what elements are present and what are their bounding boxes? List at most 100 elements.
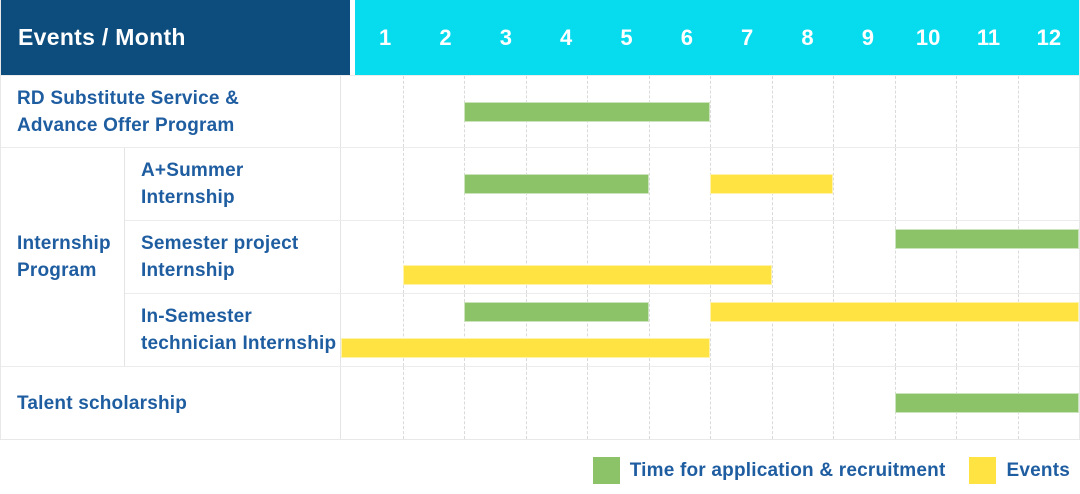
month-gridline	[1017, 221, 1019, 293]
month-label: 7	[741, 24, 754, 50]
row-label-line: technician Internship	[141, 333, 337, 354]
month-gridline	[833, 76, 834, 147]
row-label-semester-project: Semester project Internship	[125, 221, 341, 293]
gantt-bar-line	[341, 294, 1079, 330]
gantt-bar-green	[894, 393, 1079, 413]
month-gridline	[648, 148, 650, 220]
month-gridline	[710, 221, 711, 293]
month-gridline	[833, 367, 834, 439]
month-gridline	[894, 294, 896, 366]
group-label-line: Program	[17, 260, 97, 281]
month-label: 11	[976, 24, 1001, 50]
month-label: 12	[1036, 24, 1062, 50]
row-label-in-semester: In-Semester technician Internship	[125, 294, 341, 366]
gantt-cell-a-summer	[341, 148, 1079, 220]
gantt-bar-green	[894, 229, 1079, 249]
month-label: 2	[439, 24, 452, 50]
legend-label: Events	[1006, 459, 1070, 481]
month-gridline	[525, 294, 527, 366]
header-row: Events / Month 1 2 3 4 5 6 7 8 9 10 11 12	[1, 0, 1079, 75]
month-label: 5	[620, 24, 633, 50]
table-row-in-semester: In-Semester technician Internship	[125, 293, 1079, 366]
month-gridline	[525, 367, 527, 439]
month-gridline	[464, 221, 465, 293]
legend-green-swatch-icon	[592, 457, 620, 484]
month-gridline	[710, 76, 711, 147]
month-gridline	[1017, 294, 1019, 366]
table-title: Events / Month	[1, 0, 350, 75]
month-gridline	[771, 367, 773, 439]
month-label: 3	[499, 24, 512, 50]
row-label-a-summer: A+Summer Internship	[125, 148, 341, 220]
month-gridline	[956, 76, 957, 147]
month-gridline	[833, 294, 834, 366]
month-gridline	[587, 294, 588, 366]
row-label-line: RD Substitute Service &	[17, 87, 240, 109]
month-gridline	[402, 221, 404, 293]
group-label-internship-program: Internship Program	[1, 148, 125, 366]
month-label: 8	[801, 24, 814, 50]
month-gridline	[956, 294, 957, 366]
row-label-line: Internship	[141, 260, 235, 281]
gantt-bar-yellow	[341, 338, 710, 358]
month-label: 1	[379, 24, 392, 50]
gantt-bar-line	[341, 148, 1079, 220]
gantt-bar-line	[341, 76, 1079, 147]
month-gridline	[1017, 148, 1019, 220]
month-gridline	[402, 148, 404, 220]
month-gridline	[648, 367, 650, 439]
month-label: 10	[915, 24, 941, 50]
legend-label: Time for application & recruitment	[629, 459, 946, 481]
month-gridline	[587, 221, 588, 293]
month-gridline	[402, 294, 404, 366]
month-gridline	[894, 148, 896, 220]
month-gridline	[464, 367, 465, 439]
month-gridline	[771, 221, 773, 293]
month-gridline	[771, 76, 773, 147]
gantt-bar-green	[464, 174, 649, 194]
table-row-talent-scholarship: Talent scholarship	[1, 366, 1079, 439]
header-divider	[350, 0, 355, 75]
gantt-bar-line	[341, 330, 1079, 366]
month-gridline	[956, 148, 957, 220]
table-row-a-summer: A+Summer Internship	[125, 148, 1079, 220]
month-gridline	[1017, 76, 1019, 147]
gantt-cell-rd-substitute	[341, 76, 1079, 147]
month-gridline	[402, 367, 404, 439]
month-gridline	[894, 221, 896, 293]
group-label-line: Internship	[17, 233, 111, 254]
gantt-bar-line	[341, 367, 1079, 439]
month-gridline	[464, 294, 465, 366]
gantt-bar-yellow	[402, 265, 772, 285]
gantt-bar-yellow	[710, 174, 833, 194]
month-label: 9	[861, 24, 874, 50]
month-header: 1 2 3 4 5 6 7 8 9 10 11 12	[355, 0, 1079, 75]
month-gridline	[710, 367, 711, 439]
month-label: 4	[560, 24, 573, 50]
gantt-bar-green	[464, 302, 649, 322]
row-label-line: Talent scholarship	[17, 392, 188, 414]
month-gridline	[833, 221, 834, 293]
month-gridline	[587, 367, 588, 439]
row-label-line: Advance Offer Program	[17, 114, 235, 136]
internship-program-group-row: Internship Program A+Summer Internship S…	[1, 147, 1079, 366]
month-gridline	[648, 294, 650, 366]
row-label-line: Semester project	[141, 233, 299, 254]
month-gridline	[402, 76, 404, 147]
row-label-rd-substitute: RD Substitute Service & Advance Offer Pr…	[1, 76, 341, 147]
internship-subrows: A+Summer Internship Semester project Int…	[125, 148, 1079, 366]
month-gridline	[833, 148, 834, 220]
month-gridline	[525, 221, 527, 293]
gantt-cell-semester-project	[341, 221, 1079, 293]
gantt-bar-line	[341, 221, 1079, 257]
gantt-bar-green	[464, 101, 710, 122]
gantt-bar-line	[341, 257, 1079, 293]
month-gridline	[956, 221, 957, 293]
gantt-bar-yellow	[710, 302, 1079, 322]
legend: Time for application & recruitment Event…	[0, 457, 1080, 484]
row-label-talent-scholarship: Talent scholarship	[1, 367, 341, 439]
legend-item-application-recruitment: Time for application & recruitment	[592, 457, 946, 484]
table-row-semester-project: Semester project Internship	[125, 220, 1079, 293]
month-gridline	[710, 294, 711, 366]
row-label-line: Internship	[141, 187, 235, 208]
